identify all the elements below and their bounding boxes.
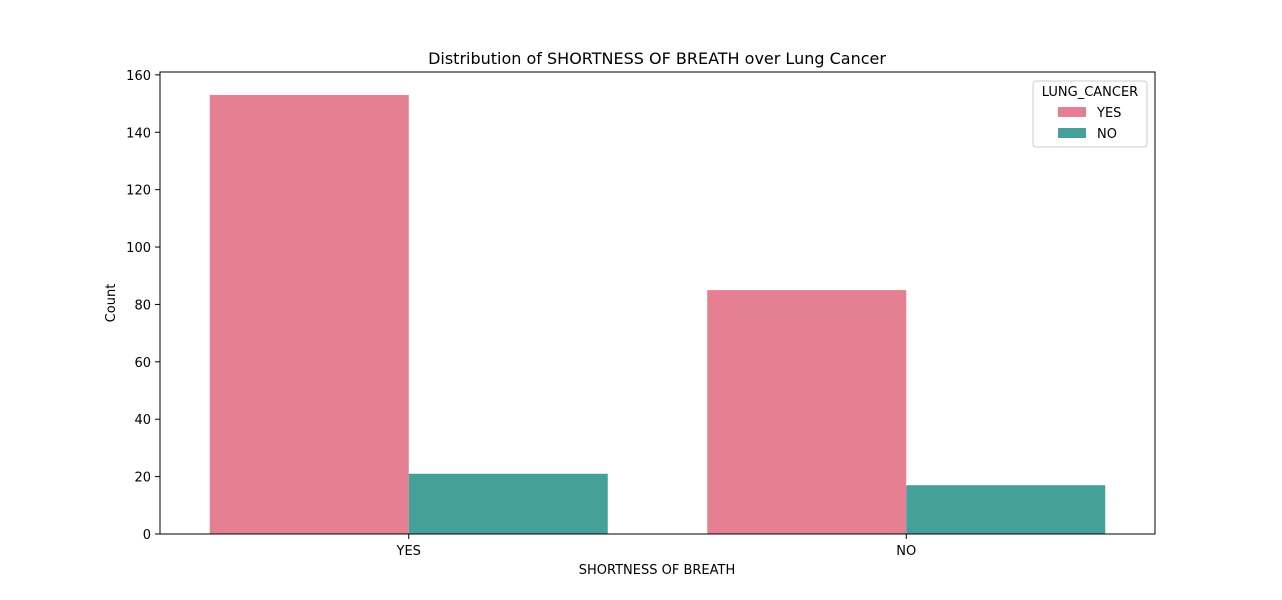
legend-swatch-yes (1058, 107, 1086, 117)
legend-label-no: NO (1097, 127, 1117, 142)
y-tick-label: 80 (134, 298, 151, 313)
bar-no-no (906, 485, 1106, 534)
bar-yes-no (408, 473, 608, 534)
y-tick-label: 0 (143, 528, 151, 543)
plot-frame (159, 71, 1156, 535)
y-tick-label: 120 (126, 184, 151, 199)
bars (209, 94, 1106, 535)
y-tick-label: 60 (134, 356, 151, 371)
legend-title: LUNG_CANCER (1042, 85, 1138, 100)
x-axis-label: SHORTNESS OF BREATH (579, 563, 735, 578)
x-tick-label: YES (396, 544, 421, 559)
chart-title: Distribution of SHORTNESS OF BREATH over… (428, 49, 886, 68)
legend-items: YES NO (1058, 106, 1121, 142)
legend: LUNG_CANCER YES NO (1032, 80, 1148, 148)
y-tick-label: 100 (126, 241, 151, 256)
y-tick-label: 160 (126, 69, 151, 84)
y-axis: 0 20 40 60 80 100 120 140 160 (126, 69, 160, 543)
bar-yes-yes (209, 94, 409, 535)
x-axis: YES NO (396, 534, 916, 559)
y-tick-label: 140 (126, 126, 151, 141)
y-tick-label: 20 (134, 471, 151, 486)
bar-no-yes (707, 290, 907, 534)
legend-swatch-no (1058, 128, 1086, 138)
y-axis-label: Count (104, 284, 119, 323)
x-tick-label: NO (896, 544, 916, 559)
legend-label-yes: YES (1096, 106, 1121, 121)
y-tick-label: 40 (134, 413, 151, 428)
